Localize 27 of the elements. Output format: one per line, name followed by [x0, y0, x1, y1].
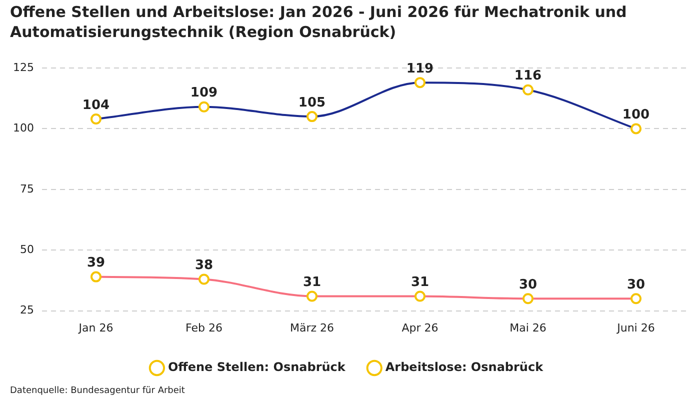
- data-label: 31: [410, 275, 430, 290]
- y-tick-label: 75: [20, 182, 34, 196]
- y-tick-label: 25: [20, 304, 34, 317]
- x-tick-label: Feb 26: [186, 321, 222, 334]
- y-tick-label: 100: [12, 122, 34, 135]
- data-label: 119: [406, 61, 434, 76]
- data-label: 39: [86, 256, 106, 271]
- y-tick-label: 125: [12, 60, 34, 74]
- data-label: 30: [518, 278, 538, 293]
- y-tick-label: 50: [20, 242, 34, 256]
- data-label: 105: [298, 95, 326, 110]
- data-label: 109: [190, 86, 218, 101]
- legend-label: Arbeitslose: Osnabrück: [385, 360, 544, 374]
- data-label: 104: [82, 98, 110, 113]
- x-tick-label: Mai 26: [510, 321, 546, 334]
- text: Datenquelle: Bundesagentur für Arbeit: [10, 386, 185, 396]
- x-tick-label: März 26: [290, 321, 334, 334]
- x-tick-label: Jan 26: [78, 321, 114, 334]
- data-label: 38: [194, 258, 214, 274]
- data-label: 116: [514, 68, 542, 84]
- chart-title: Offene Stellen und Arbeitslose: Jan 2026 - Juni 2026 für Mechatronik und Automatisierungstechnik (Region Osnabrück): [10, 2, 628, 42]
- x-tick-label: Apr 26: [402, 321, 438, 334]
- legend-label: Offene Stellen: Osnabrück: [168, 360, 346, 374]
- data-label: 31: [302, 275, 322, 290]
- x-tick-label: Juni 26: [616, 321, 655, 334]
- data-label: 30: [626, 278, 646, 293]
- data-label: 100: [622, 108, 650, 123]
